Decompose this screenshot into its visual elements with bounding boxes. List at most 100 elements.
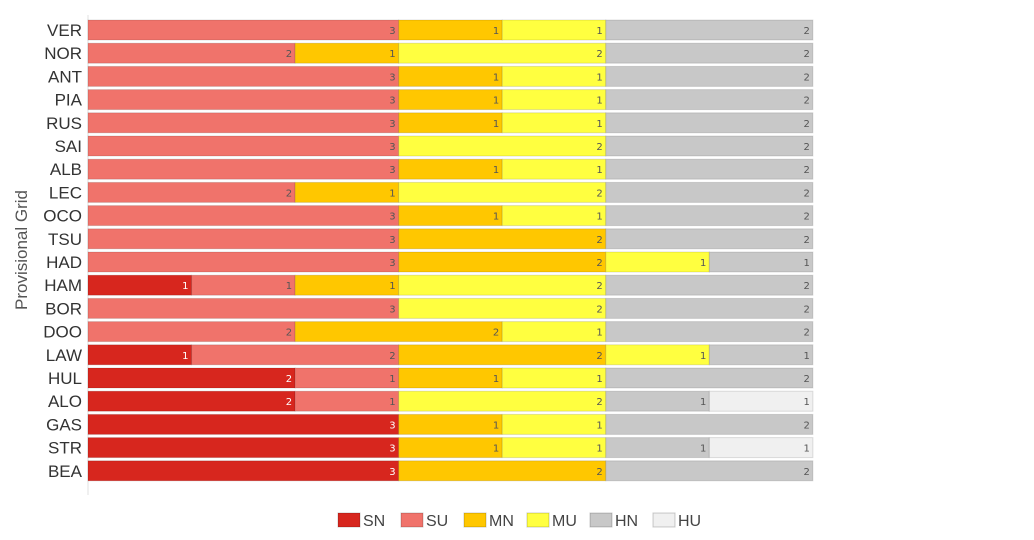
bar-segment-mn <box>294 274 400 296</box>
bar-segment-hu <box>708 437 814 459</box>
data-label: 1 <box>493 96 499 107</box>
data-label: 1 <box>493 119 499 130</box>
bar-segment-mn <box>398 89 503 111</box>
category-labels: VER NOR ANT PIA RUS SAI ALB LEC OCO TSU HAD HAM BOR D… <box>43 21 82 481</box>
data-label: 1 <box>389 49 395 60</box>
category-label: HAD <box>46 253 82 272</box>
data-label: 2 <box>804 72 810 83</box>
bar-segment-mu <box>501 413 607 435</box>
data-label: 2 <box>804 467 810 478</box>
data-label: 2 <box>286 374 292 385</box>
legend-swatch-hu <box>652 512 676 528</box>
category-label: GAS <box>46 415 82 434</box>
data-label: 1 <box>493 444 499 455</box>
bar-segment-hn <box>605 205 814 227</box>
bar-segment-mu <box>501 158 607 180</box>
legend-swatch-hn <box>589 512 613 528</box>
bar-segment-mn <box>294 42 400 64</box>
bar-segment-su <box>87 42 296 64</box>
data-label: 3 <box>389 258 395 269</box>
data-label: 1 <box>182 281 188 292</box>
data-label: 2 <box>596 281 602 292</box>
data-label: 1 <box>596 96 602 107</box>
data-label: 1 <box>493 420 499 431</box>
bar-segment-su <box>87 297 400 319</box>
bar-segment-mn <box>398 65 503 87</box>
data-label: 1 <box>804 397 810 408</box>
data-label: 3 <box>389 420 395 431</box>
bar-segment-mu <box>398 274 607 296</box>
bar-segment-hn <box>605 437 710 459</box>
data-label: 1 <box>596 72 602 83</box>
category-label: OCO <box>43 207 82 226</box>
data-label: 2 <box>804 165 810 176</box>
bar-segment-hn <box>605 413 814 435</box>
bar-segment-hn <box>605 181 814 203</box>
data-label: 2 <box>596 397 602 408</box>
bar-segment-su <box>87 89 400 111</box>
legend-label-hu: HU <box>678 513 701 530</box>
data-label: 3 <box>389 26 395 37</box>
legend-label-mn: MN <box>489 513 514 530</box>
data-label: 2 <box>804 328 810 339</box>
bar-segment-hn <box>605 89 814 111</box>
bar-segment-mn <box>398 367 503 389</box>
bar-segment-mu <box>501 65 607 87</box>
legend-label-su: SU <box>426 513 448 530</box>
data-label: 1 <box>389 281 395 292</box>
data-label: 1 <box>804 258 810 269</box>
category-label: NOR <box>44 44 82 63</box>
bar-segment-hn <box>605 19 814 41</box>
legend: SN SU MN MU HN HU <box>337 512 701 530</box>
data-label: 3 <box>389 119 395 130</box>
bar-segment-sn <box>87 344 193 366</box>
bar-segment-su <box>87 228 400 250</box>
bar-segment-mn <box>294 321 503 343</box>
data-label: 2 <box>804 212 810 223</box>
data-label: 2 <box>804 96 810 107</box>
data-label: 2 <box>286 188 292 199</box>
bar-segment-su <box>87 251 400 273</box>
bar-segment-mu <box>605 344 710 366</box>
data-label: 3 <box>389 142 395 153</box>
bar-segment-hn <box>605 158 814 180</box>
data-label: 2 <box>804 420 810 431</box>
data-label: 2 <box>804 119 810 130</box>
bar-segment-hn <box>605 274 814 296</box>
category-label: SAI <box>55 137 82 156</box>
category-label: BOR <box>45 299 82 318</box>
data-label: 2 <box>596 142 602 153</box>
data-label: 2 <box>596 49 602 60</box>
bar-segment-mn <box>398 413 503 435</box>
data-label: 3 <box>389 235 395 246</box>
data-label: 2 <box>804 281 810 292</box>
category-label: VER <box>47 21 82 40</box>
data-label: 2 <box>804 142 810 153</box>
bar-segment-mu <box>398 390 607 412</box>
data-label: 2 <box>596 351 602 362</box>
category-label: ALB <box>50 160 82 179</box>
bar-segment-hn <box>605 112 814 134</box>
data-label: 1 <box>804 351 810 362</box>
bar-segment-hn <box>605 42 814 64</box>
legend-label-mu: MU <box>552 513 577 530</box>
data-label: 1 <box>389 188 395 199</box>
bar-segment-su <box>191 344 400 366</box>
category-label: STR <box>48 439 82 458</box>
bar-segment-mu <box>501 367 607 389</box>
data-label: 1 <box>596 420 602 431</box>
bar-segment-su <box>191 274 296 296</box>
bar-segment-hn <box>708 251 814 273</box>
bar-segment-hu <box>708 390 814 412</box>
bar-segment-mu <box>501 437 607 459</box>
legend-label-hn: HN <box>615 513 638 530</box>
data-label: 2 <box>804 49 810 60</box>
legend-swatch-sn <box>337 512 361 528</box>
data-label: 2 <box>286 328 292 339</box>
bar-segment-mn <box>398 205 503 227</box>
bar-segment-su <box>87 19 400 41</box>
category-label: HUL <box>48 369 82 388</box>
bar-segment-mu <box>398 297 607 319</box>
bar-segment-sn <box>87 390 296 412</box>
bar-segment-mu <box>398 181 607 203</box>
